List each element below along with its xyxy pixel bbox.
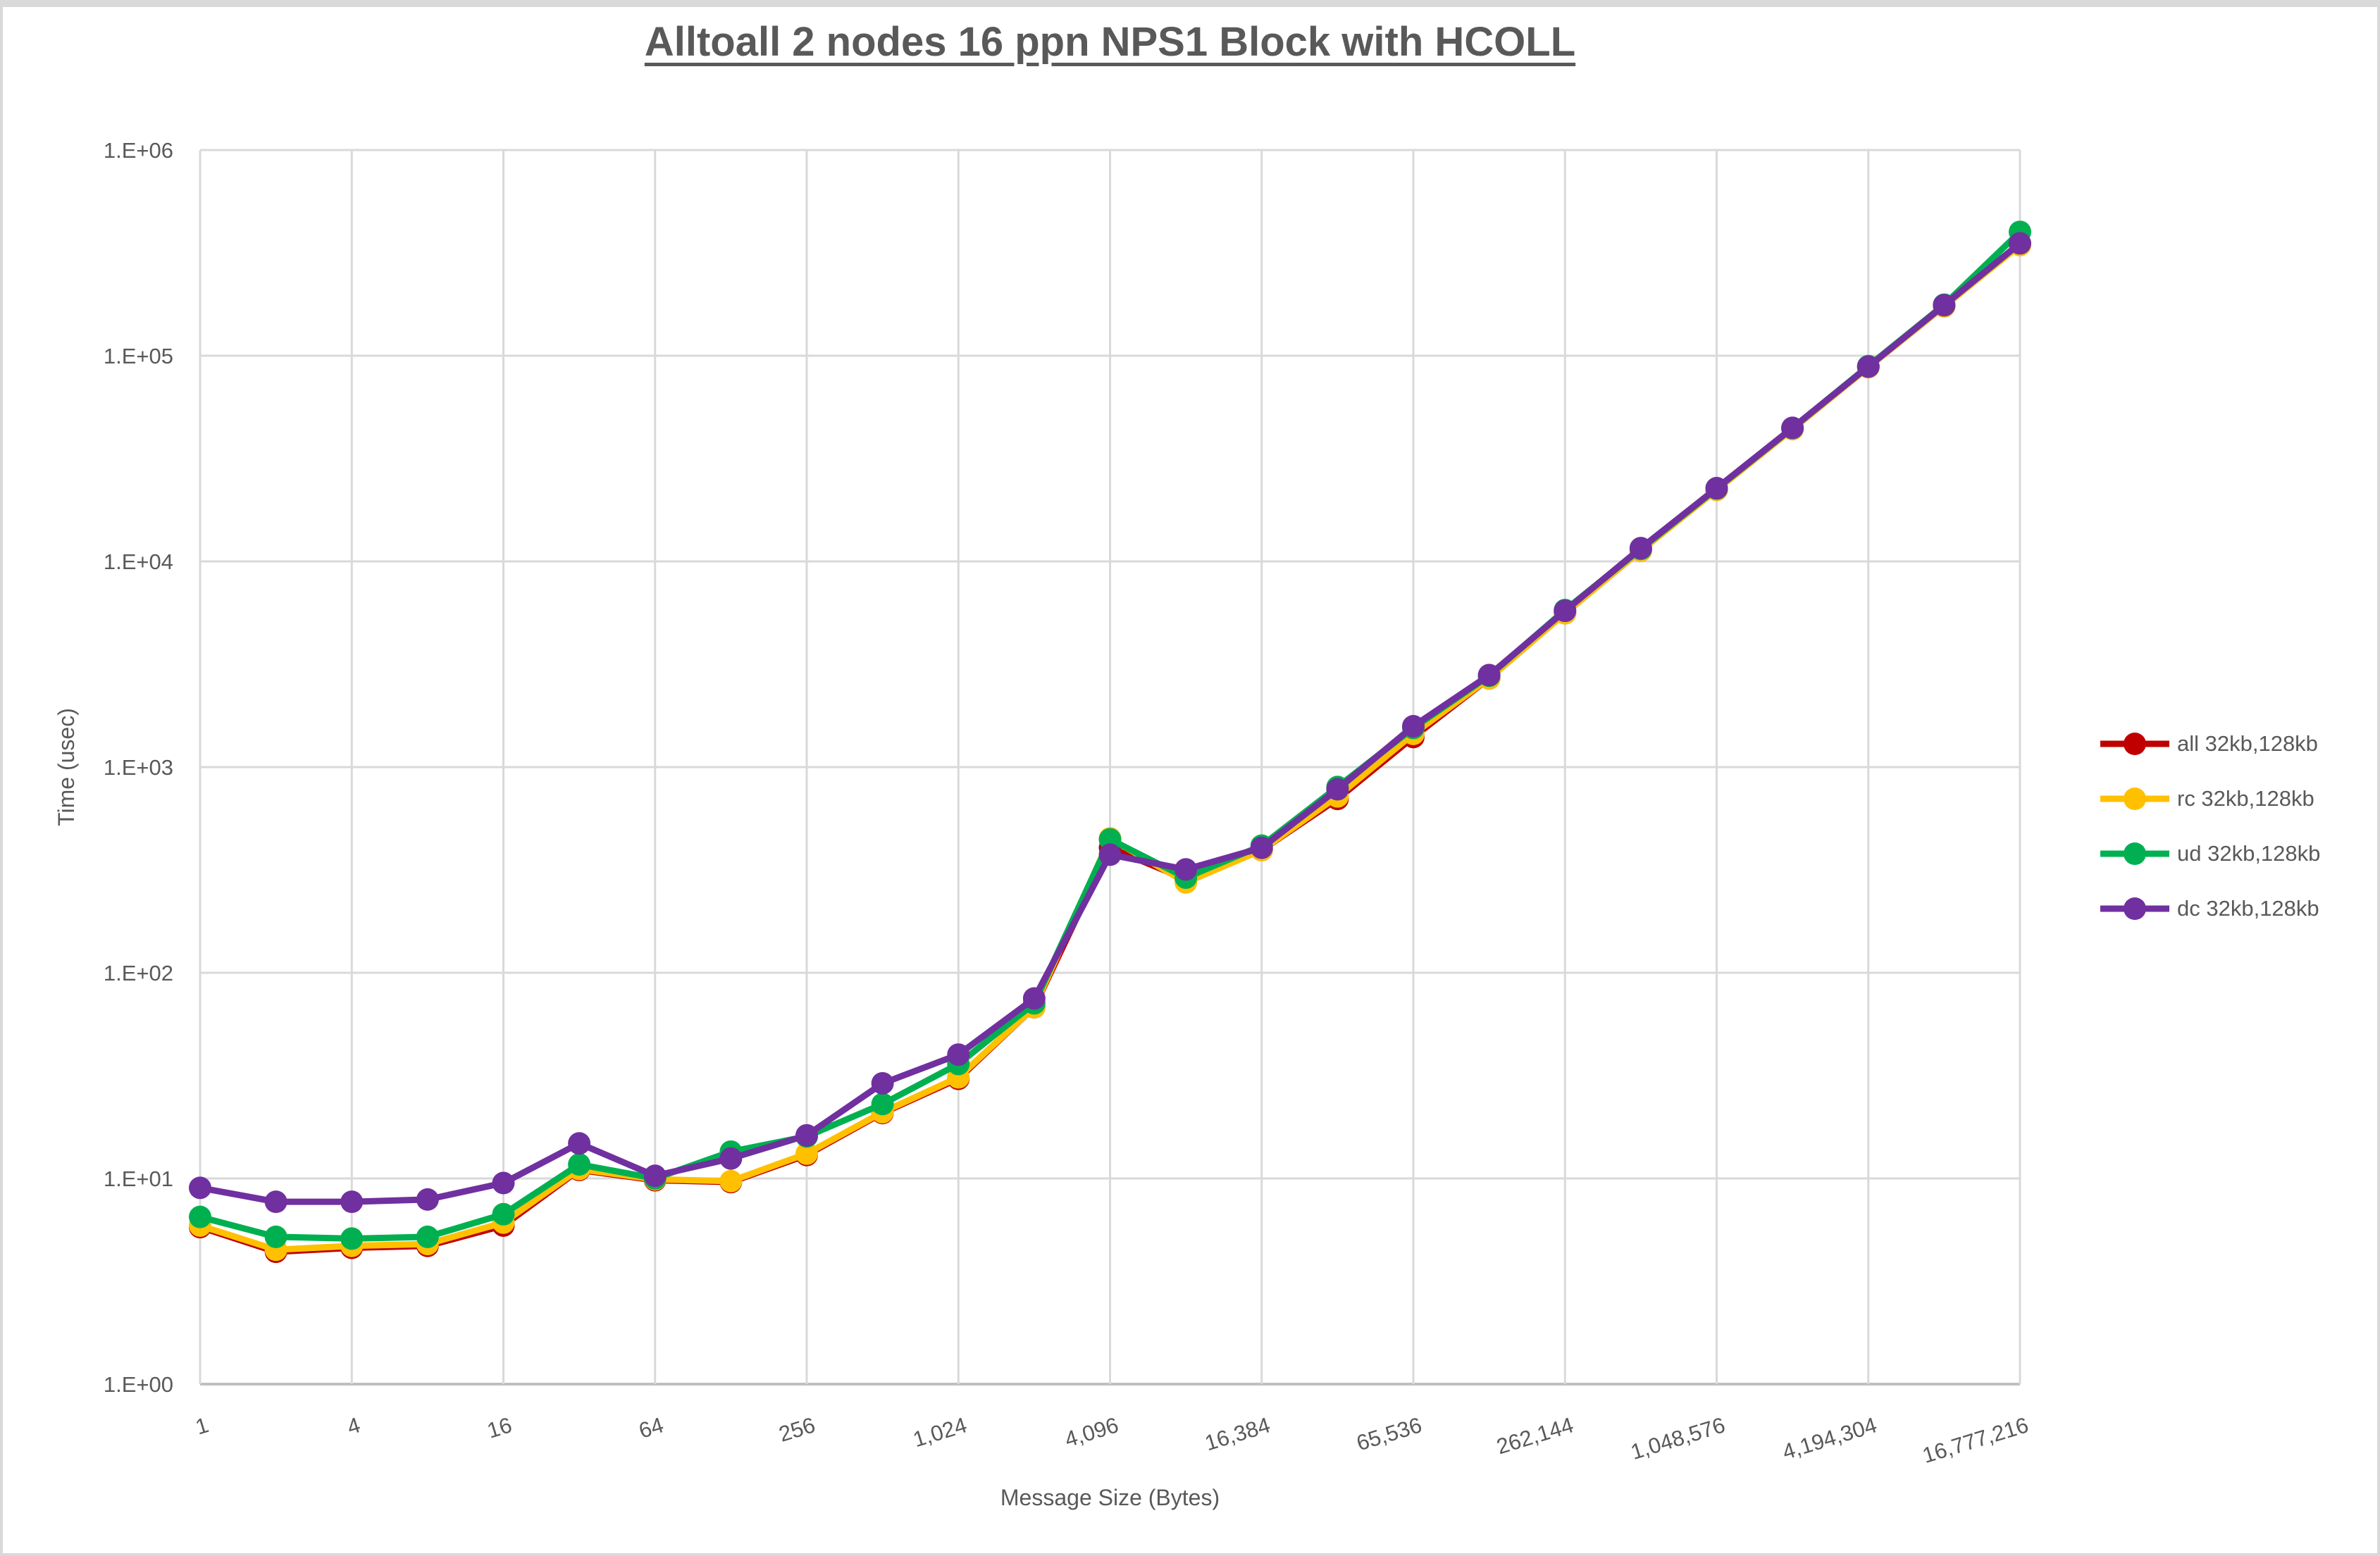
data-point-dc xyxy=(1477,664,1501,687)
data-point-dc xyxy=(1098,843,1122,866)
x-tick-label: 4,096 xyxy=(1062,1412,1121,1452)
data-point-ud xyxy=(871,1093,894,1116)
data-point-dc xyxy=(1250,836,1273,859)
data-point-dc xyxy=(492,1171,515,1195)
x-tick-label: 65,536 xyxy=(1353,1412,1425,1455)
series-dc xyxy=(189,232,2031,1214)
gridlines xyxy=(199,149,2021,1386)
chart-title: Alltoall 2 nodes 16 ppn NPS1 Block with … xyxy=(644,19,1576,65)
x-tick-label: 1 xyxy=(192,1412,211,1440)
x-tick-label: 1,024 xyxy=(910,1412,969,1452)
data-point-ud xyxy=(189,1205,211,1228)
y-axis-title: Time (usec) xyxy=(54,708,79,826)
data-point-ud xyxy=(492,1202,515,1226)
data-point-dc xyxy=(568,1132,591,1155)
x-tick-label: 16,384 xyxy=(1202,1412,1273,1455)
y-tick-label: 1.E+01 xyxy=(104,1166,173,1191)
data-point-dc xyxy=(1174,858,1198,881)
y-tick-labels: 1.E+00 1.E+01 1.E+02 1.E+03 1.E+04 1.E+05 1.E+… xyxy=(104,138,173,1397)
data-point-dc xyxy=(1022,987,1046,1010)
data-point-dc xyxy=(1857,355,1880,378)
legend-marker-all xyxy=(2100,733,2169,755)
x-tick-labels: 1 4 16 64 256 1,024 4,096 16,384 65,536 262,144 1,… xyxy=(192,1412,2031,1468)
y-tick-label: 1.E+02 xyxy=(104,961,173,985)
x-tick-label: 16,777,216 xyxy=(1919,1412,2031,1468)
data-point-dc xyxy=(1781,416,1804,440)
x-tick-label: 4 xyxy=(345,1412,364,1440)
x-tick-label: 256 xyxy=(776,1412,818,1447)
data-point-ud xyxy=(340,1227,364,1250)
legend-item-dc: dc 32kb,128kb xyxy=(2099,896,2320,921)
y-tick-label: 1.E+00 xyxy=(104,1372,173,1397)
data-point-rc xyxy=(795,1142,818,1165)
data-point-dc xyxy=(416,1188,439,1211)
legend-label-all: all 32kb,128kb xyxy=(2177,731,2318,756)
legend-item-ud: ud 32kb,128kb xyxy=(2099,841,2320,866)
legend-item-all: all 32kb,128kb xyxy=(2099,731,2320,757)
data-point-dc xyxy=(871,1071,894,1095)
data-point-dc xyxy=(189,1176,211,1200)
data-point-dc xyxy=(947,1043,970,1066)
data-point-ud xyxy=(416,1225,439,1248)
legend-label-ud: ud 32kb,128kb xyxy=(2177,841,2321,866)
legend-marker-ud xyxy=(2100,842,2169,865)
data-point-dc xyxy=(719,1147,743,1170)
data-point-dc xyxy=(1629,537,1652,560)
data-point-dc xyxy=(2009,232,2031,255)
legend: all 32kb,128kb rc 32kb,128kb ud 32kb,128kb… xyxy=(2099,731,2320,921)
data-point-dc xyxy=(643,1164,667,1188)
y-tick-label: 1.E+04 xyxy=(104,549,173,574)
x-tick-label: 64 xyxy=(636,1412,667,1443)
data-point-ud xyxy=(264,1225,287,1248)
legend-label-rc: rc 32kb,128kb xyxy=(2177,786,2314,811)
data-point-dc xyxy=(1402,714,1425,737)
data-point-dc xyxy=(1705,477,1728,500)
legend-item-rc: rc 32kb,128kb xyxy=(2099,786,2320,811)
data-point-dc xyxy=(1554,599,1577,623)
data-point-dc xyxy=(1933,294,1956,317)
data-point-dc xyxy=(340,1190,364,1214)
data-point-dc xyxy=(795,1124,818,1147)
y-tick-label: 1.E+03 xyxy=(104,755,173,780)
data-point-dc xyxy=(1326,778,1349,801)
y-tick-label: 1.E+05 xyxy=(104,344,173,368)
legend-marker-dc xyxy=(2100,897,2169,920)
legend-marker-rc xyxy=(2100,788,2169,810)
data-point-rc xyxy=(719,1169,743,1193)
data-point-dc xyxy=(264,1190,287,1214)
x-tick-label: 16 xyxy=(484,1412,514,1443)
x-tick-label: 4,194,304 xyxy=(1780,1412,1880,1464)
data-point-ud xyxy=(568,1153,591,1176)
y-tick-label: 1.E+06 xyxy=(104,138,173,163)
x-axis-title: Message Size (Bytes) xyxy=(1000,1485,1220,1510)
x-tick-label: 262,144 xyxy=(1494,1412,1576,1459)
legend-label-dc: dc 32kb,128kb xyxy=(2177,896,2319,921)
line-chart-plot: 1.E+00 1.E+01 1.E+02 1.E+03 1.E+04 1.E+05 1.E+… xyxy=(104,138,2031,1468)
x-tick-label: 1,048,576 xyxy=(1628,1412,1728,1464)
